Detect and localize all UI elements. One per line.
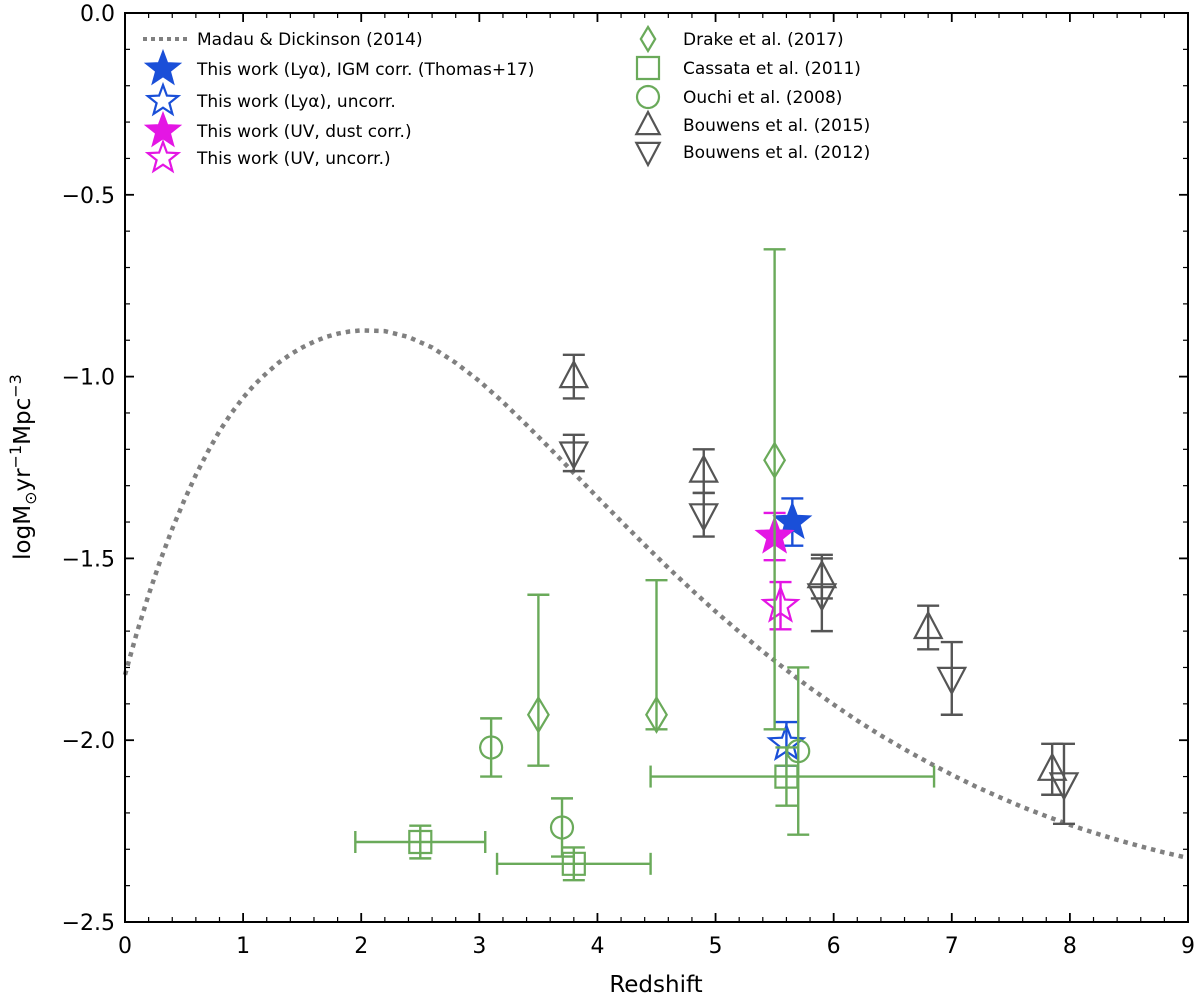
data-point-triangle-down [558,441,590,471]
tick-labels-layer: 0 1 2 3 4 5 6 7 8 9 0.0 −0.5 −1.0 −1.5 −2.0 −2.5 [62,2,1195,959]
x-tick-label: 9 [1181,934,1195,959]
data-point-circle [549,815,575,840]
legend-label: Bouwens et al. (2015) [683,116,870,136]
series-layer [354,248,1080,882]
legend-label: Drake et al. (2017) [683,30,844,50]
data-point-square [561,851,586,876]
legend-triangle-down-icon [634,141,662,168]
legend-entry-ouchi: Ouchi et al. (2008) [635,84,842,110]
legend-entry-lya-igm-corr: This work (Lyα), IGM corr. (Thomas+17) [143,48,534,86]
legend-label: This work (Lyα), IGM corr. (Thomas+17) [196,60,534,80]
legend-diamond-icon [639,24,657,54]
legend-entry-uv-dust-corr: This work (UV, dust corr.) [143,110,412,148]
data-point-triangle-down [1048,772,1080,802]
legend-entry-bouwens-2015: Bouwens et al. (2015) [634,109,870,136]
x-tick-label: 6 [827,934,841,959]
data-point-triangle-up [1036,751,1068,781]
legend: Madau & Dickinson (2014) This work (Lyα)… [143,24,870,174]
series-group [772,497,813,547]
legend-label: Madau & Dickinson (2014) [197,30,423,50]
legend-entry-madau-dickinson: Madau & Dickinson (2014) [143,30,423,50]
data-point-triangle-down [688,503,720,533]
data-point-circle [786,738,811,764]
x-tick-label: 4 [590,934,604,959]
data-point-square [408,829,433,855]
x-tick-label: 1 [236,934,250,959]
data-point-triangle-down [936,666,968,696]
y-tick-label: −1.5 [62,547,115,572]
series-group [478,666,811,858]
series-group [558,433,1080,826]
legend-entry-bouwens-2012: Bouwens et al. (2012) [634,141,870,168]
data-point-star [772,500,813,540]
x-tick-label: 7 [945,934,959,959]
curve-layer [122,328,1189,861]
y-tick-label: −1.0 [62,366,115,391]
data-point-triangle-up [688,453,720,483]
madau-dickinson-curve [122,328,1189,861]
y-axis-label: logM⊙yr−1Mpc−3 [6,374,40,560]
legend-label: This work (Lyα), uncorr. [196,92,396,112]
x-tick-label: 8 [1063,934,1077,959]
legend-open-magenta-star-icon [144,138,182,174]
legend-open-blue-star-icon [144,81,182,117]
series-group [760,580,801,631]
x-tick-label: 5 [709,934,723,959]
data-point-triangle-up [558,359,590,389]
data-point-diamond [645,695,668,734]
data-point-star [760,584,801,623]
legend-label: Bouwens et al. (2012) [683,143,870,163]
legend-square-icon [635,55,661,81]
legend-entry-drake: Drake et al. (2017) [639,24,844,54]
ticks-layer [124,12,1189,923]
legend-entry-uv-uncorr: This work (UV, uncorr.) [144,138,391,174]
legend-circle-icon [635,84,661,110]
legend-label: This work (UV, dust corr.) [196,122,412,142]
legend-label: Ouchi et al. (2008) [683,88,842,108]
legend-label: Cassata et al. (2011) [683,59,861,79]
plot-frame [124,12,1189,923]
y-tick-label: −2.5 [62,911,115,936]
series-group [354,746,936,882]
y-tick-label: −2.0 [62,729,115,754]
legend-filled-magenta-star-icon [143,110,183,148]
series-group [526,248,787,767]
legend-triangle-up-icon [634,109,662,136]
legend-entry-cassata: Cassata et al. (2011) [635,55,861,81]
legend-entry-lya-uncorr: This work (Lyα), uncorr. [144,81,396,117]
data-point-triangle-down [806,583,838,613]
legend-label: This work (UV, uncorr.) [196,149,391,169]
plot-background [125,13,1188,922]
x-tick-label: 3 [472,934,486,959]
data-point-diamond [763,441,787,480]
data-point-triangle-up [912,610,944,640]
legend-filled-blue-star-icon [143,48,183,86]
x-tick-label: 0 [118,934,132,959]
data-point-circle [478,735,504,760]
data-point-diamond [526,695,550,734]
x-axis-label: Redshift [609,972,702,998]
y-tick-label: −0.5 [62,184,115,209]
y-tick-label: 0.0 [80,2,115,27]
x-tick-label: 2 [354,934,368,959]
